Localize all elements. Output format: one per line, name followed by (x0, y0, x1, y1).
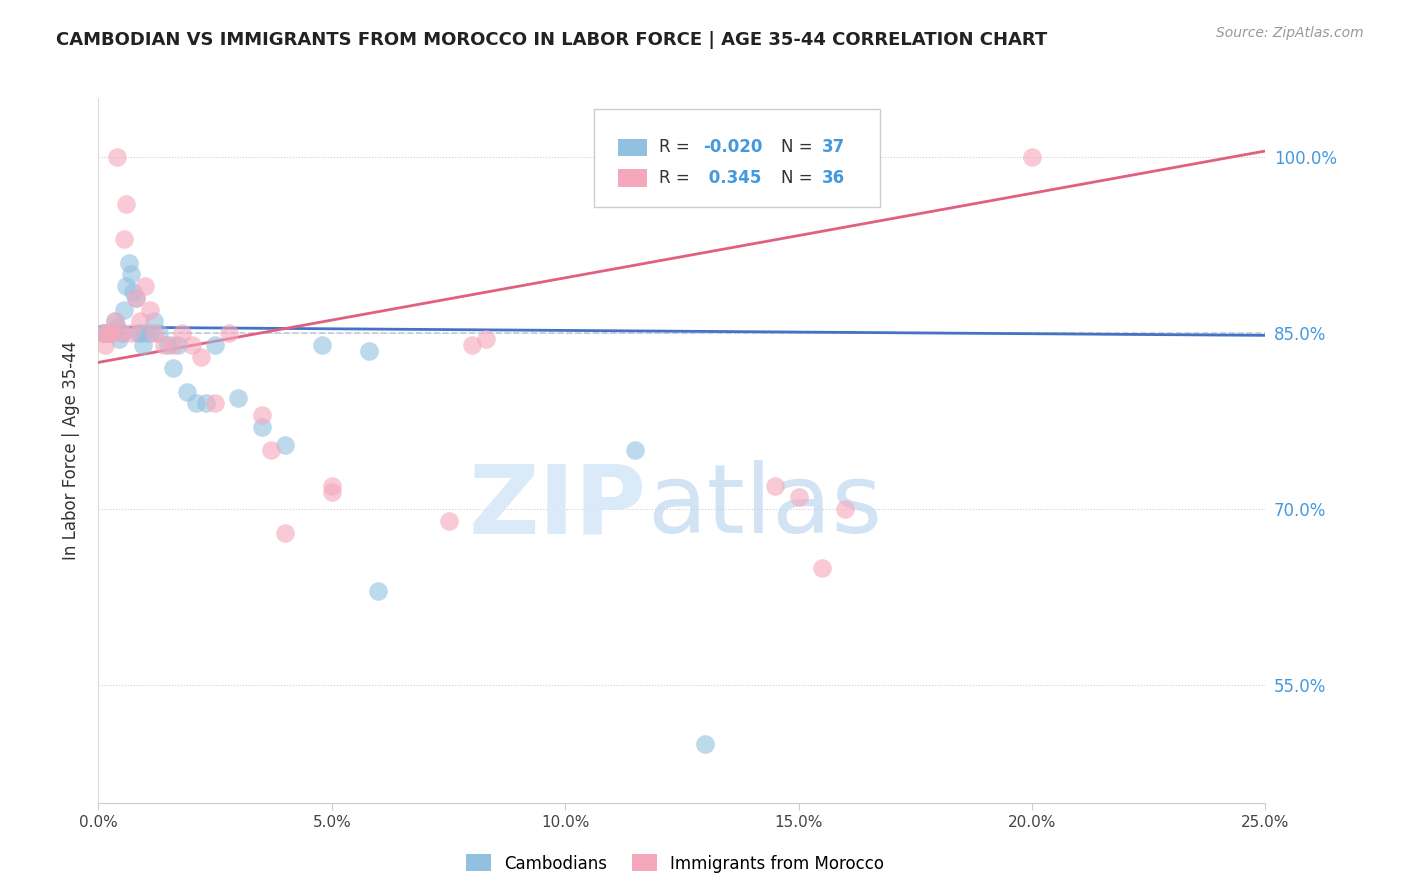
Point (148, 326, 170, 340)
Point (120, 326, 142, 340)
Point (105, 320, 128, 334)
Point (250, 409, 273, 423)
Point (139, 326, 162, 340)
Point (461, 338, 484, 352)
Point (125, 291, 148, 305)
Point (367, 584, 389, 599)
Text: R =: R = (658, 138, 695, 156)
Bar (617, 169, 647, 186)
Point (787, 491, 810, 505)
Point (834, 502, 856, 516)
Point (118, 255, 141, 269)
Point (104, 314, 127, 328)
Point (811, 561, 834, 575)
Point (127, 326, 149, 340)
Point (204, 396, 226, 410)
Text: atlas: atlas (647, 460, 882, 553)
Point (143, 314, 166, 328)
FancyBboxPatch shape (595, 109, 880, 207)
Point (359, 343, 381, 358)
Point (218, 326, 240, 340)
Legend: Cambodians, Immigrants from Morocco: Cambodians, Immigrants from Morocco (458, 847, 891, 880)
Point (1021, 150, 1043, 164)
Point (120, 268, 142, 282)
Point (190, 350, 212, 364)
Point (139, 302, 162, 317)
Point (176, 384, 198, 399)
Point (132, 338, 155, 352)
Point (274, 437, 297, 451)
Point (129, 314, 152, 328)
Point (101, 326, 124, 340)
Point (125, 291, 148, 305)
Point (162, 338, 184, 352)
Text: 37: 37 (823, 138, 845, 156)
Point (143, 326, 166, 340)
Point (115, 197, 138, 211)
Point (624, 443, 647, 458)
Bar (617, 138, 647, 156)
Point (94, 338, 117, 352)
Point (97, 326, 120, 340)
Point (274, 525, 297, 540)
Point (98, 326, 121, 340)
Point (321, 484, 343, 499)
Point (112, 232, 135, 246)
Text: 0.345: 0.345 (703, 169, 761, 186)
Text: ZIP: ZIP (470, 460, 647, 553)
Point (194, 396, 217, 410)
Point (108, 332, 131, 346)
Point (250, 420, 273, 434)
Point (152, 338, 174, 352)
Point (129, 326, 152, 340)
Point (437, 514, 460, 528)
Point (172, 326, 194, 340)
Point (260, 443, 283, 458)
Text: CAMBODIAN VS IMMIGRANTS FROM MOROCCO IN LABOR FORCE | AGE 35-44 CORRELATION CHAR: CAMBODIAN VS IMMIGRANTS FROM MOROCCO IN … (56, 31, 1047, 49)
Point (94, 326, 117, 340)
Point (475, 332, 498, 346)
Point (321, 479, 343, 493)
Text: N =: N = (782, 138, 818, 156)
Point (105, 150, 128, 164)
Point (134, 279, 156, 293)
Point (122, 285, 145, 299)
Point (97, 326, 120, 340)
Point (104, 314, 127, 328)
Point (157, 338, 180, 352)
Point (166, 338, 188, 352)
Point (112, 302, 135, 317)
Point (311, 338, 333, 352)
Point (111, 326, 134, 340)
Point (162, 361, 184, 376)
Text: R =: R = (658, 169, 695, 186)
Point (101, 326, 124, 340)
Point (134, 326, 156, 340)
Point (91, 326, 114, 340)
Point (695, 737, 717, 751)
Text: N =: N = (782, 169, 818, 186)
Text: Source: ZipAtlas.com: Source: ZipAtlas.com (1216, 26, 1364, 40)
Point (111, 326, 134, 340)
Text: 36: 36 (823, 169, 845, 186)
Point (186, 396, 208, 410)
Point (98, 326, 121, 340)
Point (228, 391, 250, 405)
Point (180, 338, 202, 352)
Point (91, 326, 114, 340)
Text: -0.020: -0.020 (703, 138, 762, 156)
Y-axis label: In Labor Force | Age 35-44: In Labor Force | Age 35-44 (62, 341, 80, 560)
Point (204, 338, 226, 352)
Point (115, 279, 138, 293)
Point (763, 479, 786, 493)
